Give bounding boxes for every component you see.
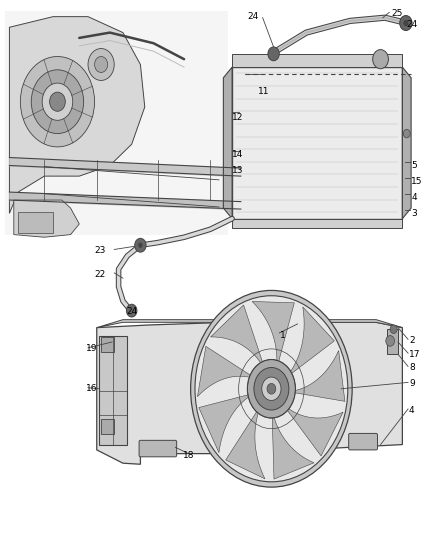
Text: 4: 4 (409, 406, 414, 415)
Circle shape (195, 296, 348, 482)
Text: 24: 24 (126, 307, 137, 316)
Circle shape (390, 325, 397, 334)
Circle shape (42, 83, 73, 120)
Circle shape (127, 304, 137, 317)
Text: 9: 9 (409, 379, 415, 388)
Polygon shape (97, 322, 403, 464)
Text: 18: 18 (183, 451, 194, 460)
Bar (232, 219, 403, 228)
FancyBboxPatch shape (349, 433, 378, 450)
Polygon shape (223, 67, 232, 219)
Polygon shape (403, 67, 411, 219)
Circle shape (254, 368, 289, 410)
Polygon shape (289, 307, 334, 375)
Text: 12: 12 (232, 113, 244, 122)
Circle shape (268, 47, 279, 61)
Bar (101, 419, 114, 434)
Text: 25: 25 (392, 10, 403, 19)
Text: 16: 16 (86, 384, 97, 393)
Text: 1: 1 (280, 331, 286, 340)
Bar (99, 336, 127, 445)
Circle shape (400, 15, 412, 30)
Circle shape (403, 20, 409, 26)
Circle shape (267, 383, 276, 394)
Text: 4: 4 (411, 193, 417, 202)
Text: 5: 5 (411, 161, 417, 170)
Polygon shape (272, 414, 314, 479)
Text: 13: 13 (232, 166, 244, 175)
Circle shape (191, 290, 352, 487)
Polygon shape (226, 409, 265, 479)
Polygon shape (292, 351, 345, 401)
Text: 23: 23 (95, 246, 106, 255)
Text: 19: 19 (86, 344, 97, 353)
Polygon shape (211, 305, 264, 366)
Bar (232, 54, 403, 67)
Bar (387, 329, 398, 354)
Bar (232, 67, 403, 219)
Text: 11: 11 (258, 86, 270, 95)
Circle shape (88, 49, 114, 80)
Polygon shape (286, 407, 343, 456)
Text: 15: 15 (411, 177, 423, 186)
Text: 14: 14 (232, 150, 244, 159)
Circle shape (95, 56, 108, 72)
Circle shape (135, 238, 146, 252)
Circle shape (20, 56, 95, 147)
Circle shape (31, 70, 84, 134)
Circle shape (247, 360, 295, 418)
Text: 24: 24 (247, 12, 258, 21)
Polygon shape (252, 302, 294, 365)
Circle shape (49, 92, 65, 111)
Bar (101, 337, 114, 352)
Text: 17: 17 (409, 350, 420, 359)
Text: 24: 24 (407, 20, 418, 29)
Text: 22: 22 (95, 270, 106, 279)
Polygon shape (5, 11, 228, 235)
Text: 8: 8 (409, 363, 415, 372)
Polygon shape (199, 394, 251, 453)
FancyBboxPatch shape (139, 440, 177, 457)
Polygon shape (97, 320, 403, 328)
Polygon shape (10, 17, 145, 213)
Circle shape (262, 377, 281, 400)
Circle shape (373, 50, 389, 69)
Polygon shape (14, 200, 79, 237)
Bar (18, 212, 53, 233)
Circle shape (138, 243, 143, 248)
Polygon shape (198, 346, 253, 397)
Text: 2: 2 (409, 336, 414, 345)
Circle shape (386, 336, 395, 346)
Circle shape (403, 130, 410, 138)
Text: 3: 3 (411, 209, 417, 218)
